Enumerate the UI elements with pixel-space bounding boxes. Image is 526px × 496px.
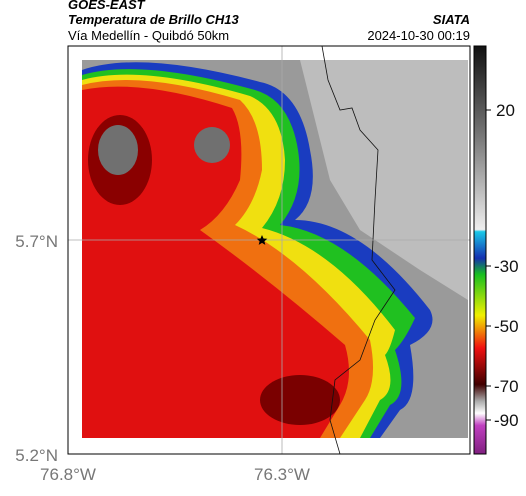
- location-marker: [256, 235, 268, 245]
- x-tick-label: 76.8°W: [40, 465, 96, 484]
- cloud-dark: [260, 375, 340, 425]
- cloud-core: [194, 127, 230, 163]
- cloud-core: [98, 125, 138, 175]
- colorbar-label: 20: [496, 101, 515, 120]
- subtitle: Temperatura de Brillo CH13: [68, 12, 240, 27]
- x-tick-label: 76.3°W: [254, 465, 310, 484]
- border-line: [321, 45, 396, 455]
- colorbar-label: -30: [494, 257, 519, 276]
- title: GOES-EAST: [68, 0, 146, 12]
- colorbar-ticks: [486, 109, 491, 421]
- colorbar-label: -90: [494, 411, 519, 430]
- y-tick-label: 5.7°N: [15, 232, 58, 251]
- datetime-label: 2024-10-30 00:19: [367, 28, 470, 43]
- route-label: Vía Medellín - Quibdó 50km: [68, 28, 229, 43]
- satellite-image: [82, 60, 468, 438]
- source-label: SIATA: [433, 12, 470, 27]
- colorbar: [473, 45, 487, 455]
- colorbar-label: -70: [494, 377, 519, 396]
- y-tick-label: 5.2°N: [15, 446, 58, 465]
- map-frame: [67, 45, 471, 455]
- colorbar-label: -50: [494, 317, 519, 336]
